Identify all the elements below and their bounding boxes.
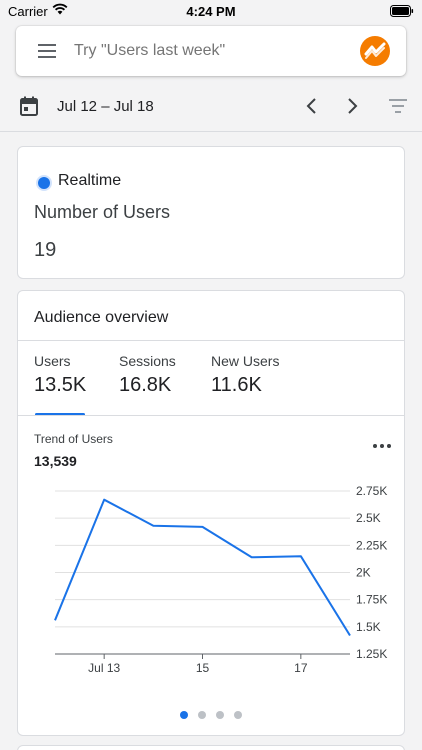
tab-new-users[interactable]: New Users 11.6K	[211, 353, 279, 397]
trend-value: 13,539	[34, 453, 77, 469]
wifi-icon	[52, 3, 68, 15]
chevron-left-icon[interactable]	[302, 96, 322, 116]
tab-value: 11.6K	[211, 374, 262, 396]
realtime-indicator-icon	[38, 177, 50, 189]
pager-dot[interactable]	[180, 711, 188, 719]
users-trend-chart: 2.75K 2.5K 2.25K 2K 1.75K 1.5K 1.25K Jul 13 15 17	[54, 484, 387, 675]
y-tick-label: 1.75K	[356, 593, 387, 607]
y-tick-label: 2.25K	[356, 538, 387, 552]
divider	[18, 340, 404, 341]
selected-tab-indicator	[35, 413, 85, 416]
battery-icon	[390, 5, 414, 17]
chevron-right-icon[interactable]	[342, 96, 362, 116]
card-title: Audience overview	[34, 309, 169, 326]
y-tick-label: 2.75K	[356, 484, 387, 498]
tab-value: 13.5K	[34, 374, 87, 396]
y-tick-label: 1.25K	[356, 647, 387, 661]
audience-overview-card: Audience overview Users 13.5K Sessions 1…	[17, 290, 405, 736]
x-tick-label: 17	[294, 661, 308, 675]
search-bar	[16, 26, 406, 76]
calendar-icon[interactable]	[20, 96, 38, 116]
trend-title: Trend of Users	[34, 432, 113, 446]
more-horizontal-icon[interactable]	[372, 441, 392, 451]
status-bar: Carrier 4:24 PM	[0, 0, 422, 22]
filter-icon[interactable]	[388, 98, 408, 114]
analytics-logo-icon[interactable]	[360, 36, 390, 66]
tab-label: New Users	[211, 353, 280, 369]
pager-dots	[18, 711, 404, 721]
search-input[interactable]	[74, 26, 344, 76]
tab-label: Users	[34, 353, 71, 369]
carrier-label: Carrier	[8, 4, 48, 19]
realtime-card[interactable]: Realtime Number of Users 19	[17, 146, 405, 279]
date-range-bar: Jul 12 – Jul 18	[0, 82, 422, 132]
pager-dot[interactable]	[198, 711, 206, 719]
realtime-metric-value: 19	[34, 239, 57, 261]
pager-dot[interactable]	[234, 711, 242, 719]
tab-users[interactable]: Users 13.5K	[34, 353, 86, 397]
y-tick-label: 2K	[356, 566, 371, 580]
tab-sessions[interactable]: Sessions 16.8K	[119, 353, 176, 397]
y-tick-label: 2.5K	[356, 511, 381, 525]
next-card	[17, 745, 405, 750]
series-line-users	[54, 498, 351, 637]
divider	[18, 415, 404, 416]
realtime-metric-label: Number of Users	[34, 202, 171, 222]
pager-dot[interactable]	[216, 711, 224, 719]
clock: 4:24 PM	[186, 4, 236, 19]
x-tick-label: 15	[196, 661, 210, 675]
x-tick-label: Jul 13	[88, 661, 120, 675]
tab-label: Sessions	[119, 353, 176, 369]
tab-value: 16.8K	[119, 374, 172, 396]
date-range-label[interactable]: Jul 12 – Jul 18	[57, 98, 154, 115]
hamburger-menu-icon[interactable]	[36, 42, 58, 60]
y-tick-label: 1.5K	[356, 620, 381, 634]
realtime-label: Realtime	[58, 172, 122, 189]
